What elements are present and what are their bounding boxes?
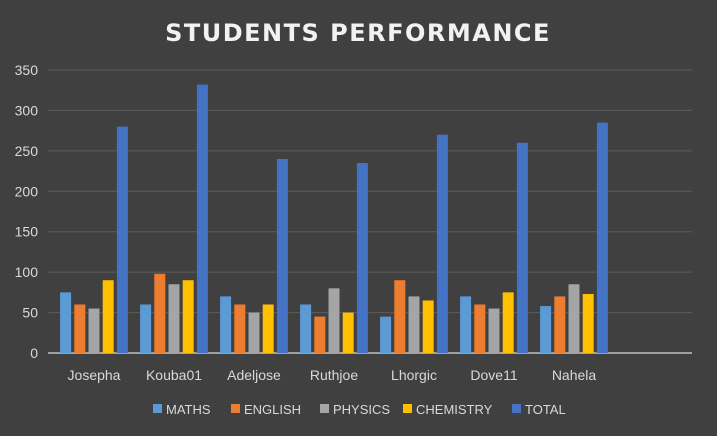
bar-english-adeljose — [234, 304, 246, 353]
bar-total-dove11 — [516, 142, 528, 353]
bar-physics-ruthjoe — [328, 288, 340, 353]
bars — [60, 84, 608, 353]
y-tick-label: 300 — [15, 102, 39, 118]
x-category-label: Josepha — [68, 367, 121, 383]
bar-physics-nahela — [568, 284, 580, 353]
bar-maths-lhorgic — [380, 316, 392, 353]
x-category-label: Dove11 — [470, 367, 517, 383]
y-tick-label: 150 — [15, 224, 39, 240]
chart-title: STUDENTS PERFORMANCE — [165, 19, 551, 47]
bar-total-lhorgic — [436, 134, 448, 353]
bar-english-lhorgic — [394, 280, 406, 353]
bar-maths-ruthjoe — [300, 304, 312, 353]
y-tick-label: 0 — [30, 345, 38, 361]
bar-chemistry-kouba01 — [182, 280, 194, 353]
bar-maths-kouba01 — [140, 304, 152, 353]
bar-chemistry-josepha — [102, 280, 114, 353]
bar-chemistry-adeljose — [262, 304, 274, 353]
legend-swatch-physics — [320, 404, 329, 413]
bar-total-kouba01 — [196, 84, 208, 353]
bar-physics-lhorgic — [408, 296, 420, 353]
bar-english-dove11 — [474, 304, 486, 353]
legend-label: CHEMISTRY — [416, 402, 493, 417]
bar-maths-nahela — [540, 306, 552, 353]
x-category-label: Ruthjoe — [310, 367, 358, 383]
x-category-label: Lhorgic — [391, 367, 437, 383]
bar-chemistry-nahela — [582, 293, 594, 353]
bar-chemistry-ruthjoe — [342, 312, 354, 353]
bar-total-adeljose — [276, 158, 288, 353]
bar-chemistry-lhorgic — [422, 300, 434, 353]
y-tick-label: 200 — [15, 183, 39, 199]
x-category-label: Nahela — [552, 367, 597, 383]
x-category-label: Adeljose — [227, 367, 281, 383]
y-tick-label: 50 — [22, 305, 38, 321]
bar-english-josepha — [74, 304, 86, 353]
bar-physics-adeljose — [248, 312, 260, 353]
legend-swatch-total — [512, 404, 521, 413]
bar-total-josepha — [116, 126, 128, 353]
bar-english-ruthjoe — [314, 316, 326, 353]
x-category-label: Kouba01 — [146, 367, 202, 383]
bar-physics-dove11 — [488, 308, 500, 353]
legend-label: MATHS — [166, 402, 211, 417]
bar-english-kouba01 — [154, 273, 166, 353]
legend-label: PHYSICS — [333, 402, 390, 417]
legend-swatch-chemistry — [403, 404, 412, 413]
bar-chemistry-dove11 — [502, 292, 514, 353]
bar-maths-adeljose — [220, 296, 232, 353]
y-tick-label: 250 — [15, 143, 39, 159]
y-tick-label: 100 — [15, 264, 39, 280]
legend-label: TOTAL — [525, 402, 566, 417]
legend-label: ENGLISH — [244, 402, 301, 417]
legend-swatch-maths — [153, 404, 162, 413]
bar-maths-dove11 — [460, 296, 472, 353]
legend: MATHS ENGLISH PHYSICS CHEMISTRY TOTAL — [153, 402, 566, 417]
bar-physics-josepha — [88, 308, 100, 353]
legend-swatch-english — [231, 404, 240, 413]
bar-english-nahela — [554, 296, 566, 353]
x-axis-categories: Josepha Kouba01 Adeljose Ruthjoe Lhorgic Dove… — [68, 367, 597, 383]
bar-physics-kouba01 — [168, 284, 180, 353]
bar-maths-josepha — [60, 292, 72, 353]
y-axis-ticks: 0 50 100 150 200 250 300 350 — [15, 62, 39, 361]
bar-total-nahela — [596, 122, 608, 353]
bar-total-ruthjoe — [356, 162, 368, 353]
y-tick-label: 350 — [15, 62, 39, 78]
